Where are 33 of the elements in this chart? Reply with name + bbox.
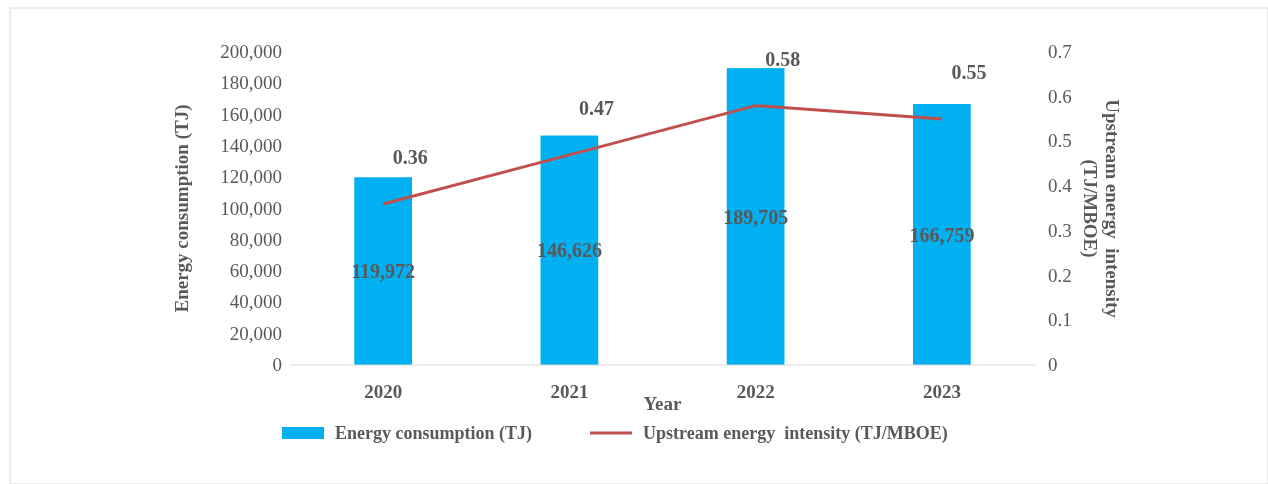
y-tick-label: 120,000	[220, 166, 282, 188]
data-label: 0.36	[392, 146, 428, 169]
legend-label: Energy consumption (TJ)	[335, 423, 533, 444]
y2-tick-label: 0.7	[1048, 41, 1072, 62]
data-label: 0.55	[951, 61, 987, 84]
x-tick-label: 2023	[922, 381, 961, 402]
x-axis-title: Year	[643, 393, 683, 414]
y2-tick-label: 0.6	[1048, 85, 1072, 107]
data-label: 0.58	[765, 47, 801, 70]
y2-tick-label: 0.2	[1048, 264, 1072, 286]
legend-label: Upstream energy intensity (TJ/MBOE)	[643, 423, 948, 444]
x-tick-label: 2020	[364, 381, 403, 402]
y2-tick-label: 0.3	[1048, 219, 1072, 241]
y-tick-label: 40,000	[229, 291, 282, 313]
y-tick-label: 100,000	[220, 197, 282, 219]
x-tick-label: 2022	[736, 381, 775, 402]
y2-tick-label: 0	[1048, 354, 1058, 375]
y-tick-label: 20,000	[229, 322, 282, 344]
y-tick-label: 80,000	[229, 228, 282, 250]
y-tick-label: 60,000	[229, 260, 282, 282]
y-tick-label: 140,000	[220, 134, 282, 156]
y2-axis-title: Upstream energy intensity (TJ/MBOE)	[1079, 99, 1123, 319]
y-tick-label: 0	[272, 354, 282, 375]
y-tick-label: 180,000	[220, 72, 282, 94]
x-tick-label: 2021	[550, 381, 589, 402]
y-tick-label: 200,000	[220, 41, 282, 62]
bar	[354, 177, 412, 365]
y2-tick-label: 0.1	[1048, 309, 1072, 331]
data-label: 0.47	[578, 96, 614, 119]
y-tick-label: 160,000	[220, 103, 282, 125]
y2-tick-label: 0.5	[1048, 130, 1072, 152]
y2-tick-label: 0.4	[1048, 175, 1073, 197]
y-axis-title: Energy consumption (TJ)	[171, 104, 193, 313]
